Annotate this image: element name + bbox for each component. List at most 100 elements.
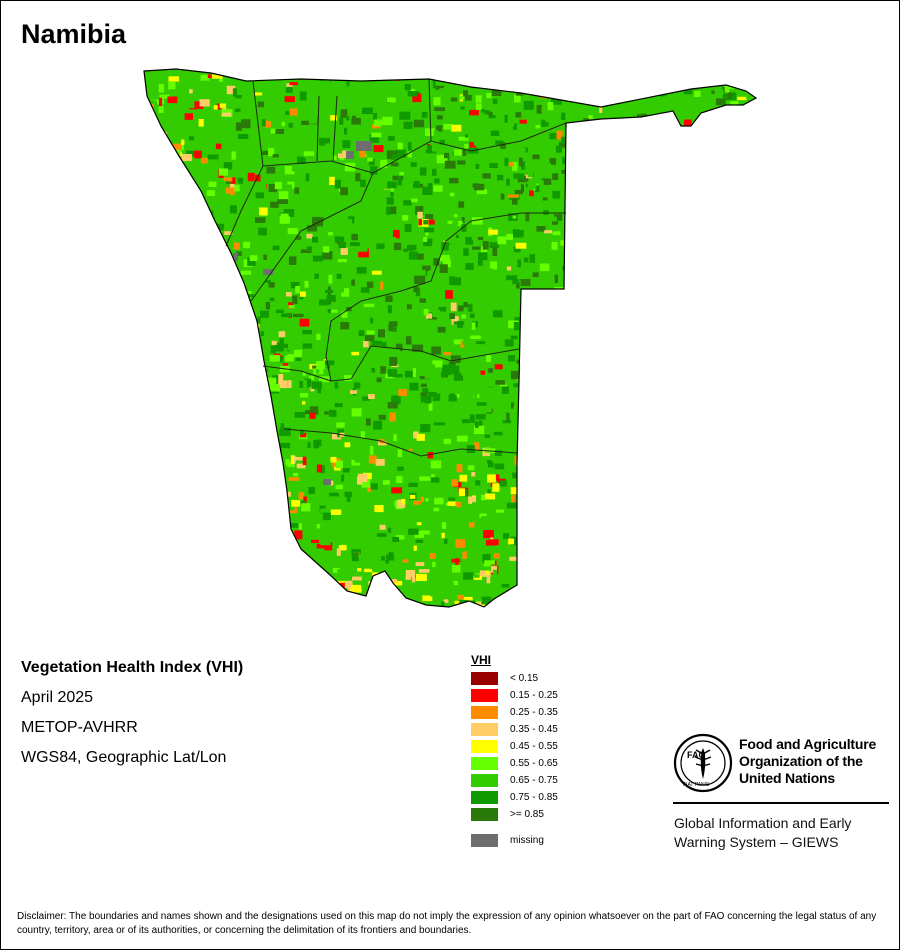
vhi-pixel-patch — [272, 245, 280, 251]
vhi-pixel-patch — [562, 157, 572, 165]
vhi-pixel-patch — [186, 150, 196, 157]
vhi-pixel-patch — [241, 119, 251, 129]
vhi-pixel-patch — [223, 177, 233, 182]
vhi-pixel-patch — [346, 116, 350, 121]
vhi-pixel-patch — [462, 551, 467, 559]
vhi-pixel-patch — [761, 328, 769, 337]
vhi-pixel-patch — [416, 433, 425, 441]
vhi-pixel-patch — [528, 462, 539, 471]
admin-boundaries — [225, 78, 567, 457]
vhi-pixel-patch — [647, 271, 652, 276]
vhi-pixel-patch — [701, 411, 712, 418]
vhi-pixel-patch — [395, 343, 403, 352]
vhi-pixel-patch — [317, 388, 322, 394]
vhi-pixel-patch — [338, 259, 347, 263]
vhi-pixel-patch — [211, 292, 221, 300]
vhi-pixel-patch — [293, 580, 303, 587]
vhi-pixel-patch — [662, 71, 672, 78]
vhi-pixel-patch — [554, 274, 558, 284]
vhi-pixel-patch — [641, 283, 646, 290]
vhi-pixel-patch — [253, 344, 261, 349]
vhi-pixel-patch — [571, 318, 580, 325]
vhi-pixel-patch — [247, 478, 257, 487]
vhi-pixel-patch — [504, 114, 508, 123]
vhi-pixel-patch — [612, 487, 622, 492]
vhi-pixel-patch — [232, 539, 240, 547]
vhi-pixel-patch — [475, 163, 480, 169]
vhi-pixel-patch — [213, 376, 218, 384]
vhi-pixel-patch — [242, 390, 246, 395]
vhi-pixel-patch — [627, 155, 635, 159]
vhi-pixel-patch — [478, 252, 488, 261]
vhi-pixel-patch — [669, 556, 679, 563]
vhi-pixel-patch — [591, 73, 599, 78]
vhi-pixel-patch — [188, 70, 198, 78]
legend-item: 0.65 - 0.75 — [471, 772, 558, 789]
vhi-pixel-patch — [200, 74, 210, 81]
vhi-pixel-patch — [330, 509, 342, 515]
vhi-pixel-patch — [612, 311, 616, 315]
vhi-pixel-patch — [738, 555, 749, 561]
vhi-pixel-patch — [735, 489, 747, 498]
vhi-pixel-patch — [222, 357, 227, 363]
vhi-pixel-patch — [441, 601, 445, 607]
vhi-pixel-patch — [668, 470, 677, 477]
vhi-pixel-patch — [528, 453, 533, 459]
vhi-pixel-patch — [391, 154, 399, 160]
vhi-pixel-patch — [181, 533, 187, 543]
vhi-pixel-patch — [330, 456, 337, 463]
vhi-pixel-patch — [483, 563, 491, 567]
vhi-pixel-patch — [759, 305, 764, 311]
vhi-pixel-patch — [608, 420, 614, 426]
vhi-pixel-patch — [302, 343, 313, 349]
vhi-pixel-patch — [366, 418, 371, 426]
vhi-map — [143, 68, 769, 608]
vhi-pixel-patch — [614, 166, 623, 171]
vhi-pixel-patch — [256, 496, 260, 501]
vhi-pixel-patch — [627, 295, 638, 303]
vhi-pixel-patch — [597, 347, 604, 352]
vhi-pixel-patch — [619, 556, 626, 564]
vhi-pixel-patch — [685, 500, 694, 506]
vhi-pixel-patch — [176, 234, 181, 241]
vhi-pixel-patch — [318, 217, 324, 222]
vhi-pixel-patch — [279, 338, 284, 344]
vhi-pixel-patch — [173, 507, 185, 517]
vhi-pixel-patch — [255, 192, 264, 199]
vhi-pixel-patch — [415, 573, 427, 581]
vhi-pixel-patch — [607, 131, 615, 137]
vhi-pixel-patch — [748, 94, 754, 103]
vhi-pixel-patch — [295, 355, 302, 361]
vhi-pixel-patch — [512, 472, 518, 479]
vhi-pixel-patch — [313, 570, 318, 575]
vhi-pixel-patch — [557, 369, 563, 373]
vhi-pixel-patch — [427, 452, 434, 459]
vhi-pixel-patch — [235, 276, 241, 282]
vhi-pixel-patch — [670, 315, 678, 322]
vhi-pixel-patch — [482, 241, 489, 250]
vhi-pixel-patch — [727, 586, 737, 595]
vhi-pixel-patch — [513, 123, 517, 130]
vhi-pixel-patch — [643, 403, 648, 408]
vhi-pixel-patch — [551, 216, 557, 222]
vhi-pixel-patch — [215, 143, 222, 150]
vhi-pixel-patch — [494, 386, 502, 394]
vhi-pixel-patch — [453, 339, 464, 345]
vhi-pixel-patch — [214, 561, 225, 569]
vhi-pixel-patch — [731, 300, 736, 309]
vhi-pixel-patch — [570, 82, 578, 90]
vhi-pixel-patch — [166, 426, 171, 435]
vhi-pixel-patch — [269, 489, 278, 493]
vhi-pixel-patch — [273, 394, 279, 402]
vhi-pixel-patch — [390, 188, 394, 195]
vhi-pixel-patch — [184, 325, 191, 329]
vhi-pixel-patch — [624, 190, 634, 198]
vhi-pixel-patch — [404, 223, 412, 233]
vhi-pixel-patch — [377, 329, 385, 338]
vhi-pixel-patch — [518, 462, 522, 470]
vhi-pixel-patch — [255, 109, 265, 113]
vhi-pixel-patch — [264, 420, 269, 425]
vhi-pixel-patch — [329, 176, 335, 185]
vhi-pixel-patch — [635, 416, 641, 421]
vhi-pixel-patch — [680, 231, 686, 239]
